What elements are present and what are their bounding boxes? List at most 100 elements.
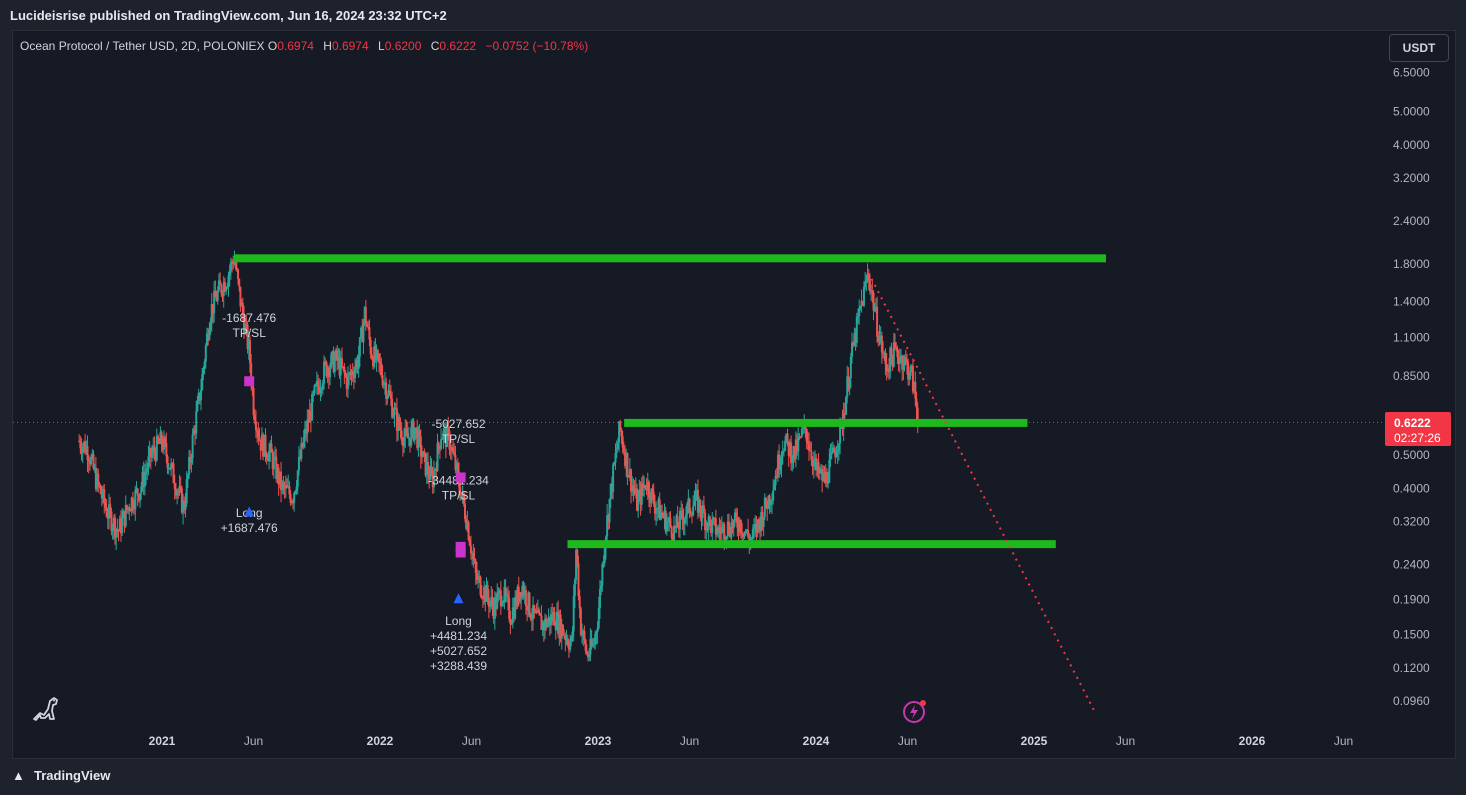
symbol-legend[interactable]: Ocean Protocol / Tether USD, 2D, POLONIE… bbox=[20, 39, 594, 53]
candle-body bbox=[508, 598, 511, 619]
candle-body bbox=[723, 524, 726, 540]
candle-body bbox=[232, 262, 235, 265]
candle-body bbox=[794, 439, 797, 459]
candle-body bbox=[375, 349, 378, 360]
tradingview-brand[interactable]: ▲ TradingView bbox=[12, 768, 110, 783]
candle-body bbox=[575, 549, 578, 580]
candle-body bbox=[164, 437, 167, 443]
x-tick-label: Jun bbox=[244, 734, 263, 748]
candle-body bbox=[140, 486, 143, 494]
candle-body bbox=[858, 307, 861, 317]
candle-body bbox=[473, 558, 476, 561]
candle-body bbox=[895, 347, 898, 349]
candle-body bbox=[534, 610, 537, 613]
y-tick-label: 0.1200 bbox=[1393, 661, 1430, 675]
candle-body bbox=[166, 456, 169, 469]
candle-body bbox=[324, 361, 327, 363]
candle-body bbox=[442, 430, 445, 439]
candle-body bbox=[112, 517, 115, 529]
x-tick-label: Jun bbox=[1116, 734, 1135, 748]
lightning-flash-icon[interactable] bbox=[902, 698, 928, 724]
candle-body bbox=[533, 605, 536, 613]
candle-body bbox=[908, 375, 911, 380]
candle-body bbox=[213, 290, 216, 314]
candle-body bbox=[812, 460, 815, 467]
candle-body bbox=[323, 361, 326, 384]
candle-body bbox=[268, 450, 271, 462]
candle-body bbox=[472, 552, 475, 559]
candle-body bbox=[846, 376, 849, 398]
candle-body bbox=[424, 452, 427, 476]
candle-body bbox=[360, 327, 363, 338]
candle-body bbox=[444, 428, 447, 448]
candle-body bbox=[729, 533, 732, 538]
candle-body bbox=[638, 489, 641, 497]
candle-body bbox=[119, 518, 122, 534]
candle-body bbox=[373, 346, 376, 367]
candle-body bbox=[710, 520, 713, 533]
low-label: L bbox=[378, 39, 385, 53]
candle-body bbox=[160, 432, 163, 445]
candle-body bbox=[495, 597, 498, 609]
candle-body bbox=[387, 390, 390, 397]
candle-body bbox=[211, 304, 214, 314]
candle-body bbox=[159, 432, 162, 444]
candle-body bbox=[688, 498, 691, 514]
candle-body bbox=[115, 528, 118, 538]
candle-body bbox=[861, 300, 864, 306]
candle-body bbox=[391, 398, 394, 418]
candle-body bbox=[492, 606, 495, 619]
candle-body bbox=[818, 471, 821, 474]
candle-body bbox=[570, 636, 573, 643]
candle-body bbox=[266, 458, 269, 462]
candle-body bbox=[131, 497, 134, 509]
candle-body bbox=[361, 327, 364, 343]
candle-body bbox=[744, 531, 747, 533]
candle-body bbox=[855, 316, 858, 343]
candle-body bbox=[675, 516, 678, 529]
y-tick-label: 0.1900 bbox=[1393, 592, 1430, 606]
candle-body bbox=[859, 306, 862, 308]
candle-body bbox=[765, 497, 768, 507]
candle-body bbox=[914, 382, 917, 399]
x-tick-label: Jun bbox=[680, 734, 699, 748]
candle-body bbox=[516, 586, 519, 606]
plot-area bbox=[13, 31, 1454, 757]
candle-body bbox=[356, 360, 359, 369]
candle-body bbox=[772, 490, 775, 501]
candle-body bbox=[745, 529, 748, 533]
candle-body bbox=[742, 533, 745, 537]
currency-button[interactable]: USDT bbox=[1389, 34, 1449, 62]
candle-body bbox=[766, 506, 769, 510]
candle-body bbox=[370, 354, 373, 359]
candle-body bbox=[743, 531, 746, 537]
candle-body bbox=[896, 348, 899, 357]
candle-body bbox=[910, 365, 913, 367]
candle-body bbox=[337, 357, 340, 361]
candle-body bbox=[717, 527, 720, 534]
candle-body bbox=[899, 356, 902, 359]
candle-body bbox=[78, 440, 81, 442]
candle-body bbox=[681, 510, 684, 519]
candle-body bbox=[338, 357, 341, 376]
candle-body bbox=[185, 479, 188, 504]
candle-body bbox=[81, 446, 84, 454]
candle-body bbox=[153, 446, 156, 453]
candle-body bbox=[712, 517, 715, 520]
candle-body bbox=[308, 410, 311, 423]
candle-body bbox=[162, 437, 165, 450]
candle-body bbox=[191, 434, 194, 459]
candle-body bbox=[352, 375, 355, 378]
candle-body bbox=[753, 527, 756, 529]
candle-body bbox=[329, 367, 332, 378]
candle-body bbox=[348, 373, 351, 376]
candle-body bbox=[811, 459, 814, 467]
candle-body bbox=[799, 436, 802, 438]
candle-body bbox=[732, 520, 735, 529]
candle-body bbox=[585, 650, 588, 655]
candle-body bbox=[916, 407, 919, 425]
candle-body bbox=[86, 446, 89, 460]
candle-body bbox=[419, 436, 422, 457]
tp-sl-marker bbox=[455, 547, 466, 558]
